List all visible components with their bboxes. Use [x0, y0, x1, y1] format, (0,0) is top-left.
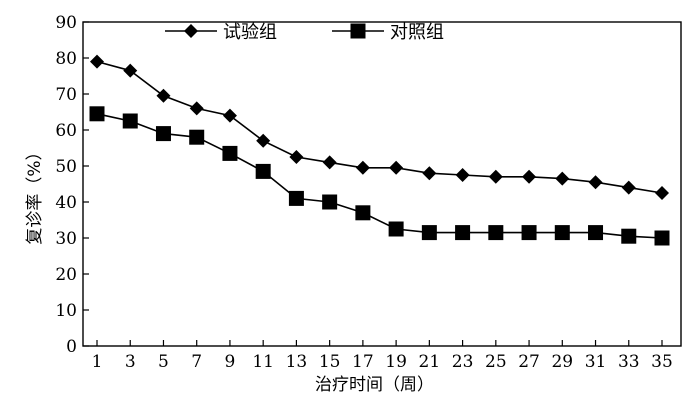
legend-marker-square [350, 23, 366, 39]
x-tick-label: 25 [485, 352, 507, 372]
y-tick-label: 30 [55, 229, 77, 249]
y-tick-label: 70 [55, 85, 77, 105]
series-control-group [89, 106, 670, 246]
x-tick-label: 3 [125, 352, 136, 372]
data-point-diamond [322, 155, 337, 170]
y-tick-label: 90 [55, 13, 77, 33]
data-point-square [521, 225, 537, 241]
y-tick-label: 0 [66, 337, 77, 357]
data-point-diamond [256, 133, 271, 148]
x-tick-label: 33 [618, 352, 640, 372]
data-point-diamond [588, 175, 603, 190]
x-tick-label: 27 [518, 352, 540, 372]
x-tick-label: 1 [92, 352, 103, 372]
data-point-diamond [389, 160, 404, 175]
x-tick-label: 7 [191, 352, 202, 372]
data-point-square [488, 225, 504, 241]
legend-label: 试验组 [223, 22, 277, 43]
data-point-diamond [289, 150, 304, 164]
data-point-diamond [422, 166, 437, 181]
legend: 试验组 对照组 [165, 22, 444, 43]
data-point-diamond [655, 186, 669, 200]
data-point-diamond [189, 101, 204, 116]
data-point-square [222, 145, 238, 161]
y-tick-label: 40 [55, 193, 77, 213]
legend-item: 对照组 [332, 22, 444, 43]
data-point-square [122, 113, 138, 129]
data-point-diamond [156, 88, 171, 103]
series-line [96, 113, 663, 239]
y-tick-label: 60 [55, 121, 77, 141]
data-point-square [288, 190, 304, 206]
data-point-square [455, 225, 471, 241]
x-axis-ticks: 1 3 5 7 9 11 13 15 17 19 21 23 25 27 29 31 33 35 [92, 340, 673, 372]
data-point-square [89, 106, 105, 122]
data-point-diamond [123, 63, 138, 78]
data-point-square [155, 126, 171, 142]
data-point-square [189, 129, 205, 145]
plot-frame [82, 21, 682, 347]
legend-marker-diamond [184, 24, 198, 38]
legend-item: 试验组 [165, 22, 277, 43]
y-tick-label: 20 [55, 265, 77, 285]
data-point-square [421, 225, 437, 241]
y-tick-label: 10 [55, 301, 77, 321]
x-tick-label: 11 [252, 352, 274, 372]
x-tick-label: 5 [158, 352, 169, 372]
legend-label: 对照组 [390, 22, 444, 43]
data-point-diamond [555, 171, 570, 186]
x-tick-label: 15 [319, 352, 341, 372]
data-point-square [255, 163, 271, 179]
series-layer [89, 54, 670, 246]
data-point-square [554, 225, 570, 241]
x-tick-label: 19 [385, 352, 407, 372]
y-axis-ticks: 0 10 20 30 40 50 60 70 80 90 [55, 13, 89, 357]
data-point-square [355, 205, 371, 221]
x-tick-label: 23 [452, 352, 474, 372]
x-tick-label: 29 [551, 352, 573, 372]
data-point-square [654, 230, 670, 246]
y-axis-title: 复诊率（%） [25, 143, 45, 244]
data-point-square [388, 221, 404, 237]
data-point-square [588, 225, 604, 241]
x-tick-label: 9 [225, 352, 236, 372]
x-tick-label: 13 [286, 352, 308, 372]
data-point-diamond [455, 168, 470, 182]
series-line [96, 60, 663, 194]
data-point-diamond [522, 169, 537, 184]
data-point-diamond [222, 108, 237, 123]
data-point-diamond [90, 54, 104, 69]
data-point-diamond [355, 160, 370, 175]
data-point-diamond [621, 180, 636, 195]
axes [82, 21, 682, 347]
series-trial-group [90, 54, 669, 200]
data-point-square [322, 194, 338, 210]
y-tick-label: 80 [55, 49, 77, 69]
data-point-diamond [488, 169, 503, 184]
x-tick-label: 17 [352, 352, 374, 372]
y-tick-label: 50 [55, 157, 77, 177]
x-tick-label: 35 [651, 352, 673, 372]
x-axis-title: 治疗时间（周） [315, 375, 434, 395]
data-point-square [621, 228, 637, 244]
x-tick-label: 21 [419, 352, 441, 372]
x-tick-label: 31 [585, 352, 607, 372]
